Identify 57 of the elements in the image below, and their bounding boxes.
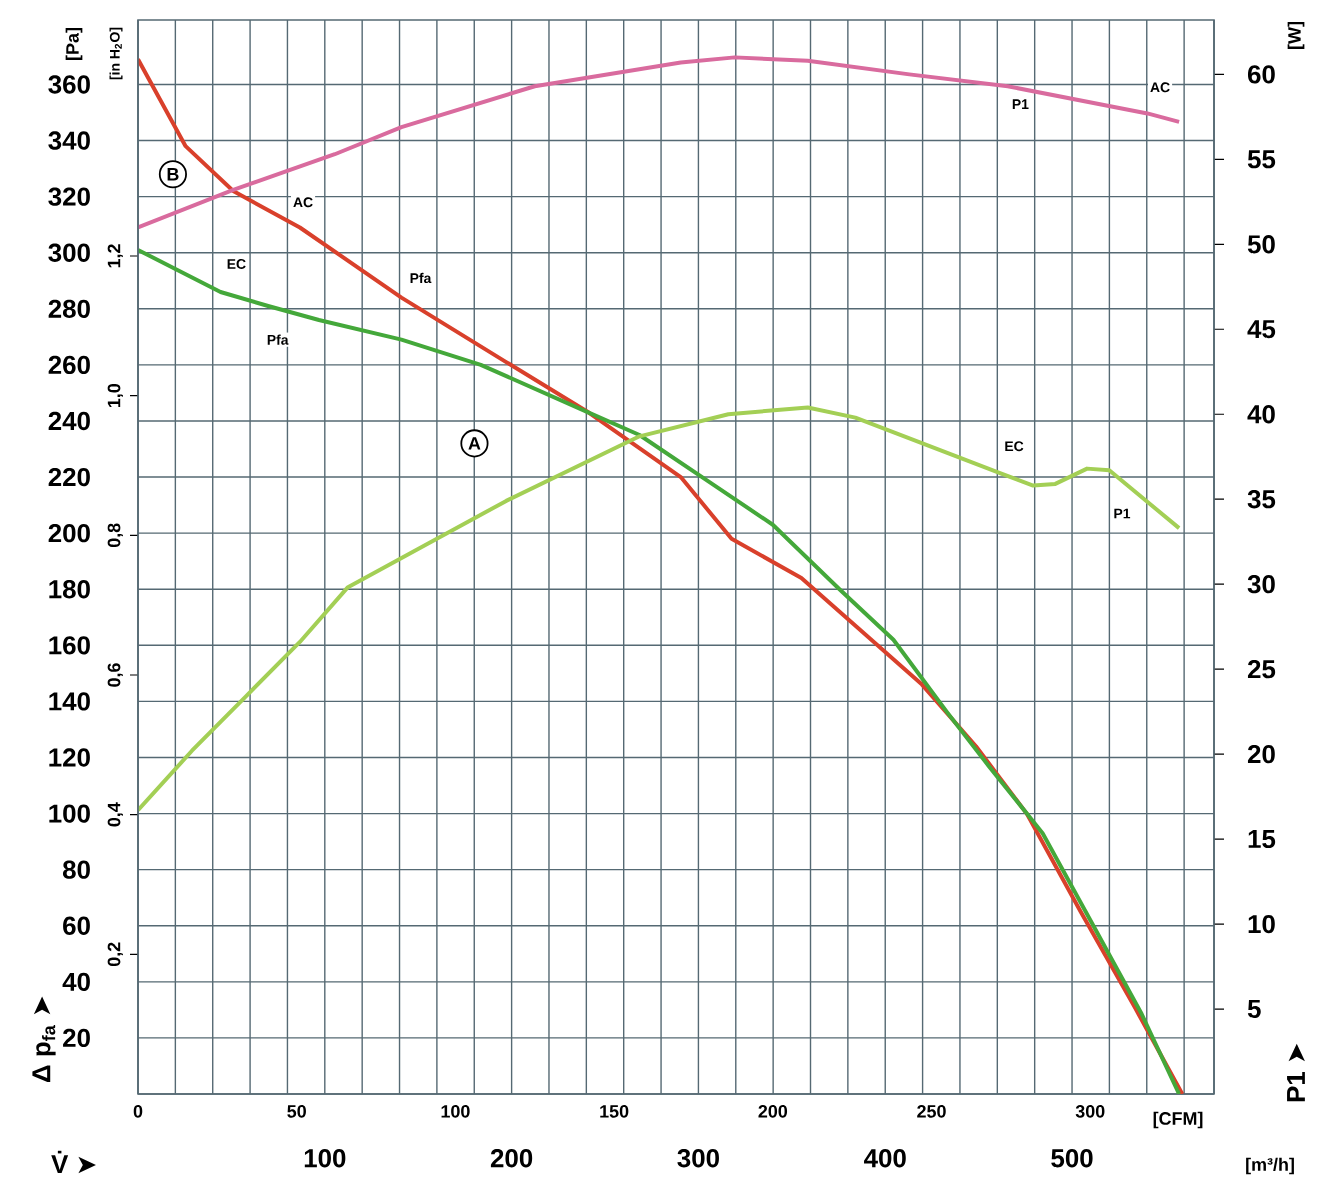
y-tick-label: 160 bbox=[49, 636, 90, 655]
y2-tick-label: 5 bbox=[1247, 1000, 1261, 1019]
y-tick-label: 320 bbox=[48, 187, 90, 206]
x2-tick-label: 200 bbox=[490, 1149, 533, 1168]
x-tick-label: 50 bbox=[287, 1105, 306, 1118]
y-tick-label: 180 bbox=[49, 580, 90, 599]
y3-tick-label: 1,2 bbox=[107, 244, 123, 268]
x-tick-label: 0 bbox=[133, 1105, 143, 1118]
x-axis-title: [CFM] bbox=[1153, 1111, 1203, 1129]
x2-axis-title: [m³/h] bbox=[1246, 1157, 1294, 1175]
y-axis-title: [Pa] bbox=[65, 28, 83, 60]
y-tick-label: 120 bbox=[49, 748, 90, 767]
y2-tick-label: 20 bbox=[1247, 744, 1275, 764]
annotation: B bbox=[167, 168, 179, 181]
y2-tick-label: 55 bbox=[1247, 150, 1276, 169]
y2-tick-label: 30 bbox=[1247, 574, 1275, 594]
y-tick-label: 260 bbox=[48, 355, 90, 375]
y-tick-label: 20 bbox=[63, 1028, 90, 1048]
y-tick-label: 300 bbox=[48, 243, 90, 262]
y-tick-label: 340 bbox=[48, 131, 90, 150]
y2-axis-title: [W] bbox=[1287, 22, 1305, 49]
y-tick-label: 280 bbox=[48, 299, 90, 318]
x-tick-label: 150 bbox=[600, 1105, 629, 1118]
y3-tick-label: 1,0 bbox=[107, 383, 123, 408]
text: V̇ ➤ bbox=[51, 1150, 96, 1174]
x2-tick-label: 300 bbox=[677, 1149, 719, 1168]
y2-tick-label: 25 bbox=[1247, 659, 1276, 679]
x2-tick-label: 100 bbox=[304, 1149, 346, 1168]
annotation: A bbox=[468, 437, 481, 450]
y2-tick-label: 60 bbox=[1247, 65, 1275, 84]
y-tick-label: 220 bbox=[48, 467, 90, 487]
y3-tick-label: 0,4 bbox=[107, 802, 123, 827]
y-tick-label: 40 bbox=[62, 972, 90, 991]
y-tick-label: 240 bbox=[48, 411, 90, 431]
x-tick-label: 300 bbox=[1075, 1105, 1105, 1118]
y-tick-label: 100 bbox=[49, 804, 90, 823]
x2-tick-label: 500 bbox=[1051, 1149, 1093, 1168]
y3-tick-label: 0,6 bbox=[107, 663, 123, 687]
text: P1 ➤ bbox=[1287, 1043, 1305, 1102]
y2-tick-label: 50 bbox=[1247, 235, 1275, 254]
y2-tick-label: 35 bbox=[1247, 490, 1276, 509]
x-tick-label: 100 bbox=[441, 1105, 470, 1118]
y-tick-label: 200 bbox=[48, 523, 90, 543]
y3-tick-label: 0,2 bbox=[107, 942, 123, 967]
y-tick-label: 80 bbox=[62, 860, 90, 879]
y2-tick-label: 10 bbox=[1248, 914, 1275, 934]
y2-tick-label: 40 bbox=[1247, 405, 1275, 424]
text: Δ p$_{fa}$ ➤ bbox=[32, 996, 56, 1082]
y-tick-label: 140 bbox=[49, 692, 90, 711]
y3-tick-label: 0,8 bbox=[107, 523, 123, 548]
y-tick-label: 360 bbox=[48, 75, 90, 94]
y2-tick-label: 15 bbox=[1248, 830, 1276, 849]
x-tick-label: 250 bbox=[917, 1105, 946, 1118]
x2-tick-label: 400 bbox=[864, 1149, 906, 1168]
x-tick-label: 200 bbox=[758, 1105, 788, 1118]
y2-tick-label: 45 bbox=[1247, 320, 1276, 339]
y-tick-label: 60 bbox=[63, 916, 90, 935]
